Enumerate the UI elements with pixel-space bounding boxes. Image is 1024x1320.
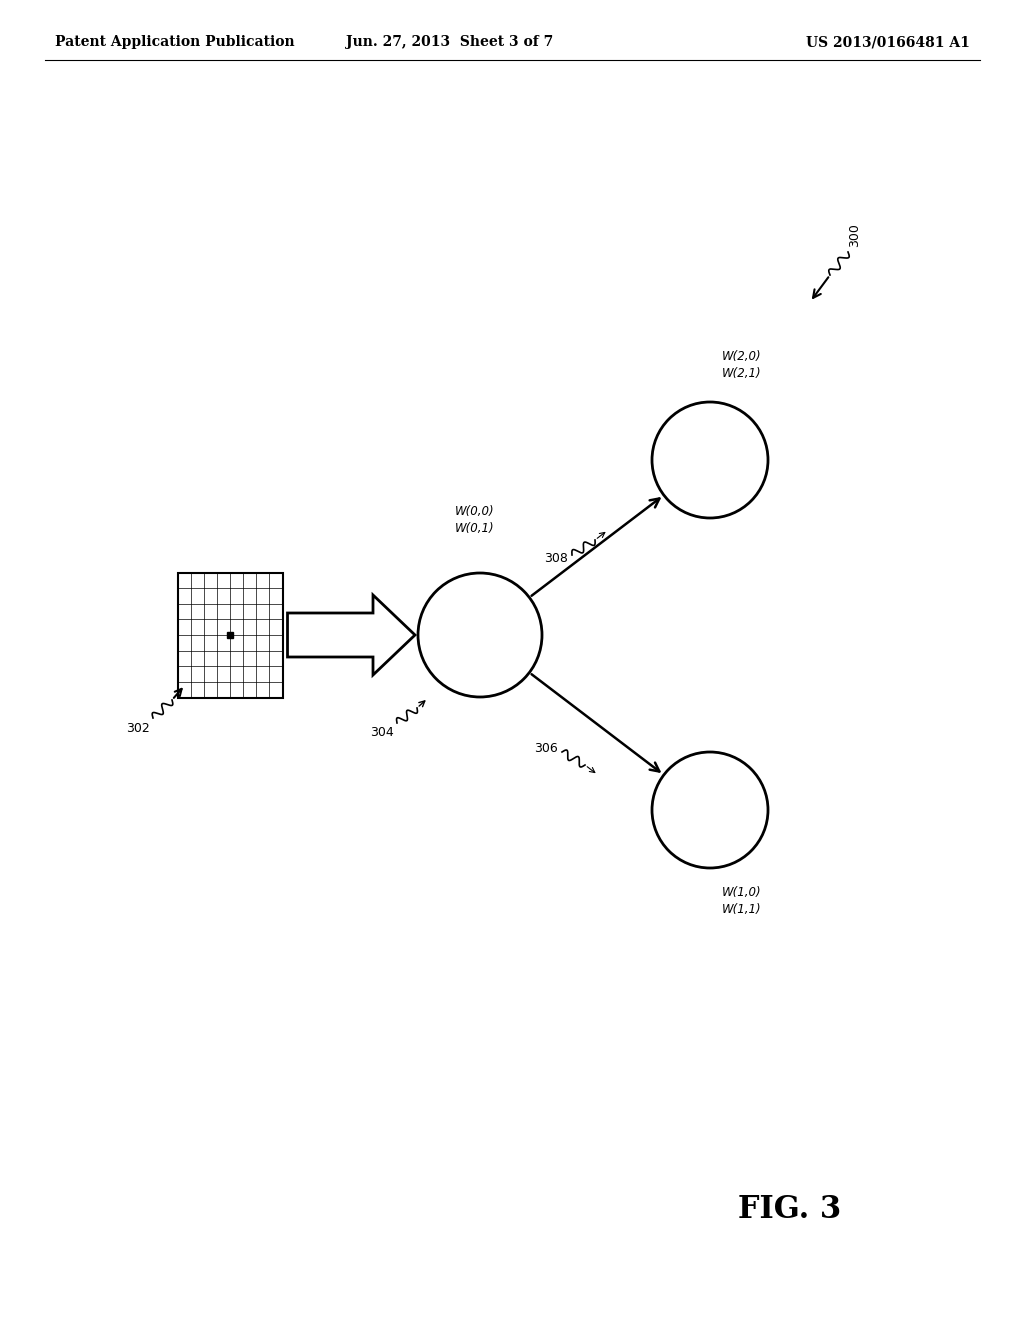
Text: 306: 306	[535, 742, 558, 755]
Text: FIG. 3: FIG. 3	[738, 1195, 842, 1225]
Text: US 2013/0166481 A1: US 2013/0166481 A1	[806, 36, 970, 49]
Text: W(2,0)
W(2,1): W(2,0) W(2,1)	[722, 350, 762, 380]
Polygon shape	[288, 595, 415, 675]
Circle shape	[652, 752, 768, 869]
Bar	[177, 573, 283, 697]
Circle shape	[652, 403, 768, 517]
Circle shape	[418, 573, 542, 697]
Text: 308: 308	[544, 552, 568, 565]
Text: 304: 304	[370, 726, 394, 738]
Text: 300: 300	[849, 223, 861, 247]
Text: Patent Application Publication: Patent Application Publication	[55, 36, 295, 49]
Text: 302: 302	[126, 722, 150, 734]
Text: W(1,0)
W(1,1): W(1,0) W(1,1)	[722, 886, 762, 916]
Text: W(0,0)
W(0,1): W(0,0) W(0,1)	[456, 506, 495, 535]
Text: Jun. 27, 2013  Sheet 3 of 7: Jun. 27, 2013 Sheet 3 of 7	[346, 36, 554, 49]
